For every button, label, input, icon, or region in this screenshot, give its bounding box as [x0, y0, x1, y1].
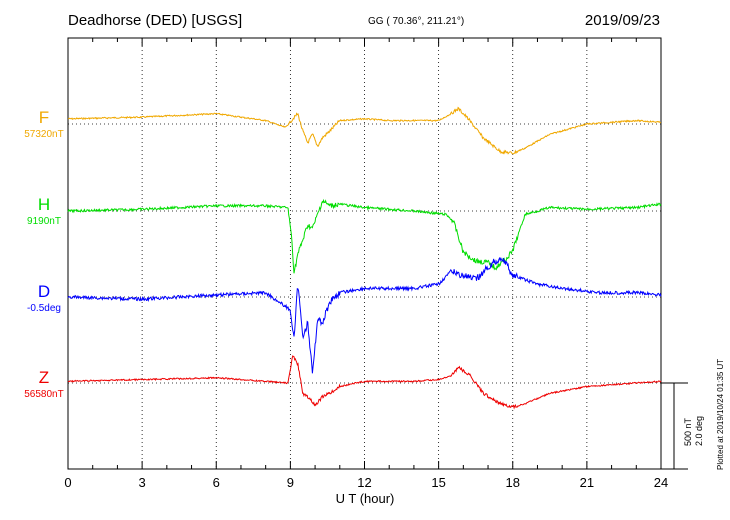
scale-deg-label: 2.0 deg	[694, 415, 704, 446]
x-tick-label-0: 0	[64, 475, 71, 490]
component-h-letter: H	[37, 195, 51, 214]
station-coordinates: GG ( 70.36°, 211.21°)	[368, 16, 465, 27]
scale-nt-label: 500 nT	[683, 417, 693, 446]
component-traces	[67, 106, 662, 410]
component-h-label: H 9190nT	[14, 195, 74, 227]
plotted-timestamp: Plotted at 2019/10/24 01:35 UT	[716, 358, 725, 470]
trace-H	[67, 198, 662, 274]
x-tick-label-9: 9	[287, 475, 294, 490]
component-z-letter: Z	[38, 368, 50, 387]
component-f-letter: F	[38, 108, 50, 127]
x-tick-label-15: 15	[431, 475, 445, 490]
x-tick-label-3: 3	[139, 475, 146, 490]
x-axis-tick-labels: 0 3 6 9 12 15 18 21 24	[64, 475, 668, 490]
component-d-label: D -0.5deg	[14, 282, 74, 314]
component-h-baseline: 9190nT	[27, 216, 61, 227]
component-z-baseline: 56580nT	[24, 389, 64, 400]
component-d-letter: D	[37, 282, 51, 301]
component-f-label: F 57320nT	[14, 108, 74, 140]
scale-bar	[661, 382, 688, 470]
trace-Z	[67, 355, 662, 410]
component-d-baseline: -0.5deg	[27, 303, 61, 314]
x-tick-label-21: 21	[580, 475, 594, 490]
component-f-baseline: 57320nT	[24, 129, 64, 140]
x-tick-label-12: 12	[357, 475, 371, 490]
x-axis-label: U T (hour)	[335, 491, 395, 506]
component-z-label: Z 56580nT	[14, 368, 74, 400]
station-title: Deadhorse (DED) [USGS]	[68, 12, 243, 29]
plot-date: 2019/09/23	[584, 12, 660, 29]
x-tick-label-6: 6	[213, 475, 220, 490]
trace-D	[67, 256, 662, 374]
x-axis-ticks	[67, 38, 662, 469]
trace-F	[67, 106, 662, 155]
x-tick-label-18: 18	[506, 475, 520, 490]
x-tick-label-24: 24	[654, 475, 668, 490]
component-baselines	[68, 123, 661, 384]
